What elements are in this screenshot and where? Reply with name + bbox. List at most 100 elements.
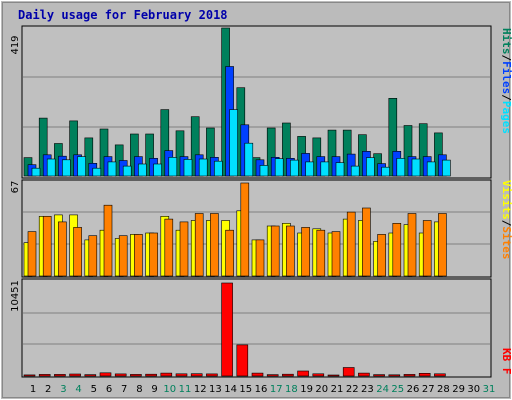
visits-panel-legend-part-2: Sites: [500, 226, 512, 259]
visits-panel-sites-bar-day-16: [255, 239, 265, 277]
hits-ymax-label: 419: [10, 35, 21, 54]
kb-panel-bg: [21, 278, 492, 378]
x-tick-day-6: 6: [106, 384, 112, 395]
hits-panel-pages-bar-day-25: [396, 158, 406, 177]
x-tick-day-18: 18: [285, 384, 298, 395]
hits-panel-pages-bar-day-12: [198, 158, 208, 177]
hits-panel-pages-bar-day-11: [183, 159, 193, 177]
kb-panel-kb-f-bar-day-17: [266, 374, 279, 377]
hits-panel-pages-bar-day-6: [107, 161, 117, 177]
kb-panel-kb-f-bar-day-25: [388, 374, 401, 377]
x-tick-day-9: 9: [151, 384, 157, 395]
hits-panel-legend-part-0: Hits: [500, 28, 512, 55]
kb-panel-kb-f-bar-day-5: [84, 374, 97, 377]
kb-panel-legend: KB F: [500, 348, 512, 375]
visits-panel-legend-part-1: /: [500, 220, 512, 227]
visits-panel-sites-bar-day-9: [149, 232, 158, 277]
visits-panel-legend: Visits/Sites: [500, 180, 512, 260]
x-tick-day-27: 27: [422, 384, 435, 395]
hits-panel-pages-bar-day-3: [62, 159, 71, 177]
kb-panel-kb-f-bar-day-14: [221, 282, 233, 377]
visits-panel-sites-bar-day-26: [407, 213, 417, 277]
kb-panel-kb-f-bar-day-23: [358, 372, 370, 377]
kb-panel-kb-f-bar-day-11: [175, 373, 188, 377]
hits-panel-legend: Hits/Files/Pages: [500, 28, 512, 134]
kb-panel-kb-f-bar-day-28: [434, 373, 446, 377]
kb-panel-kb-f-bar-day-19: [297, 370, 309, 377]
kb-panel-kb-f-bar-day-12: [190, 373, 203, 377]
kb-panel-kb-f-bar-day-4: [69, 373, 81, 377]
visits-panel-sites-bar-day-4: [73, 227, 82, 277]
visits-panel-sites-bar-day-12: [194, 213, 204, 277]
x-tick-day-29: 29: [452, 384, 465, 395]
hits-panel-pages-bar-day-26: [411, 158, 421, 177]
kb-panel-kb-f-bar-day-22: [342, 367, 355, 377]
x-tick-day-13: 13: [209, 384, 222, 395]
visits-panel-sites-bar-day-3: [58, 221, 67, 277]
kb-panel-kb-f-bar-day-3: [54, 374, 66, 377]
x-tick-day-23: 23: [361, 384, 374, 395]
hits-panel-pages-bar-day-28: [442, 159, 451, 177]
x-tick-day-28: 28: [437, 384, 450, 395]
x-tick-labels: 1 2 3 4 5 6 7 8 9 10 11 12 13 14 15 16 17 18 19 20 21 22 23 24 2…: [30, 384, 496, 395]
kb-panel-kb-f-bar-day-27: [418, 372, 431, 377]
hits-panel-pages-bar-day-21: [335, 162, 345, 177]
x-tick-day-11: 11: [179, 384, 192, 395]
visits-panel-sites-bar-day-17: [270, 225, 280, 277]
kb-panel-kb-f-bar-day-7: [114, 373, 127, 377]
hits-panel-pages-bar-day-14: [229, 109, 238, 177]
hits-panel-legend-part-4: Pages: [500, 101, 512, 134]
x-tick-day-31: 31: [483, 384, 496, 395]
hits-panel-pages-bar-day-27: [426, 161, 436, 177]
visits-panel-sites-bar-day-14: [225, 229, 234, 277]
x-tick-day-1: 1: [30, 384, 36, 395]
visits-panel-sites-bar-day-22: [346, 211, 356, 277]
chart-title: Daily usage for February 2018: [18, 8, 228, 22]
x-tick-day-5: 5: [91, 384, 97, 395]
kb-panel-kb-f-bar-day-16: [251, 372, 264, 377]
legends-layer: Hits/Files/Pages Visits/Sites KB F: [500, 28, 512, 375]
x-tick-day-21: 21: [331, 384, 344, 395]
visits-panel-sites-bar-day-25: [392, 223, 402, 277]
x-tick-day-25: 25: [391, 384, 404, 395]
x-tick-day-22: 22: [346, 384, 359, 395]
kb-ymax-label: 10451: [10, 280, 21, 312]
visits-panel-sites-bar-day-15: [240, 182, 250, 277]
visits-panel-sites-bar-day-8: [134, 234, 143, 277]
x-tick-day-30: 30: [467, 384, 480, 395]
visits-panel-sites-bar-day-13: [210, 213, 219, 277]
x-tick-day-2: 2: [45, 384, 51, 395]
hits-panel-pages-bar-day-18: [290, 159, 299, 177]
x-tick-day-24: 24: [376, 384, 389, 395]
x-tick-day-16: 16: [255, 384, 268, 395]
x-tick-day-3: 3: [60, 384, 66, 395]
kb-panel-kb-f-bar-day-6: [99, 372, 112, 377]
kb-panel-kb-f-bar-day-24: [373, 374, 385, 377]
visits-panel-sites-bar-day-7: [118, 235, 128, 277]
visits-panel-sites-bar-day-11: [179, 221, 189, 277]
x-tick-day-7: 7: [121, 384, 127, 395]
kb-panel-kb-f-bar-day-15: [236, 344, 249, 377]
kb-panel-kb-f-bar-day-8: [130, 374, 142, 377]
hits-panel-legend-part-2: Files: [500, 61, 512, 94]
x-tick-day-20: 20: [315, 384, 328, 395]
hits-panel-pages-bar-day-1: [31, 167, 41, 177]
hits-panel-pages-bar-day-7: [122, 165, 132, 177]
kb-panel-kb-f-bar-day-2: [38, 374, 51, 377]
visits-panel-sites-bar-day-1: [27, 231, 37, 277]
visits-panel-sites-bar-day-5: [88, 235, 98, 277]
bars-layer: [23, 27, 451, 377]
x-tick-day-10: 10: [163, 384, 176, 395]
hits-panel-pages-bar-day-8: [138, 163, 147, 177]
visits-panel-sites-bar-day-27: [422, 220, 432, 277]
visits-panel-legend-part-0: Visits: [500, 180, 512, 220]
kb-panel-kb-f-bar-day-21: [327, 374, 340, 377]
hits-panel-pages-bar-day-5: [92, 167, 102, 177]
x-tick-day-17: 17: [270, 384, 283, 395]
kb-panel-legend-part-0: KB F: [500, 348, 512, 375]
visits-panel-sites-bar-day-23: [362, 207, 371, 277]
visits-panel-sites-bar-day-19: [301, 227, 310, 277]
visits-ymax-label: 67: [10, 181, 21, 194]
x-tick-day-26: 26: [407, 384, 420, 395]
